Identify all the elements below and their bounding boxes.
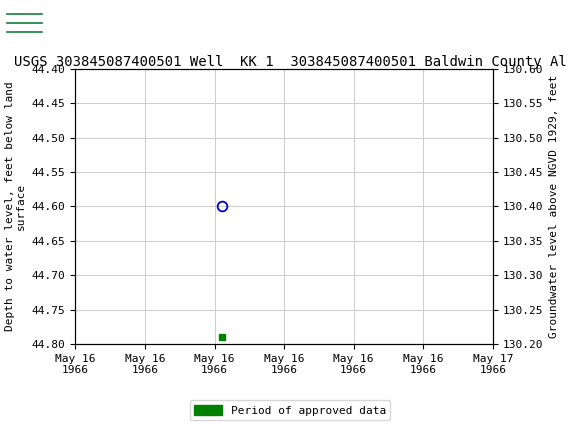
Legend: Period of approved data: Period of approved data	[190, 400, 390, 420]
Text: USGS: USGS	[49, 14, 104, 31]
FancyBboxPatch shape	[6, 7, 44, 38]
Text: USGS 303845087400501 Well  KK 1  303845087400501 Baldwin County Al: USGS 303845087400501 Well KK 1 303845087…	[13, 55, 567, 69]
Y-axis label: Groundwater level above NGVD 1929, feet: Groundwater level above NGVD 1929, feet	[549, 75, 559, 338]
Y-axis label: Depth to water level, feet below land
surface: Depth to water level, feet below land su…	[5, 82, 26, 331]
